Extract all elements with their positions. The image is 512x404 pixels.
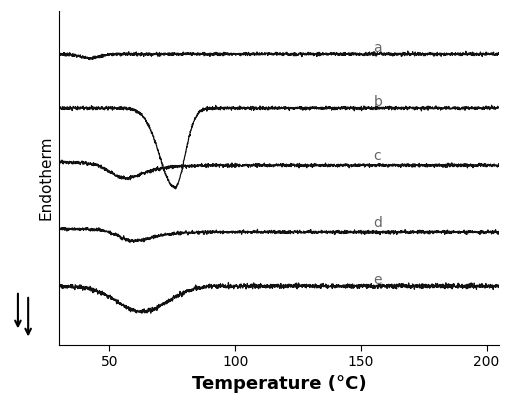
- Y-axis label: Endotherm: Endotherm: [38, 136, 54, 220]
- X-axis label: Temperature (°C): Temperature (°C): [192, 375, 367, 393]
- Text: a: a: [373, 41, 382, 55]
- Text: b: b: [373, 95, 382, 109]
- Text: d: d: [373, 215, 382, 229]
- Text: c: c: [373, 149, 381, 163]
- Text: e: e: [373, 273, 382, 287]
